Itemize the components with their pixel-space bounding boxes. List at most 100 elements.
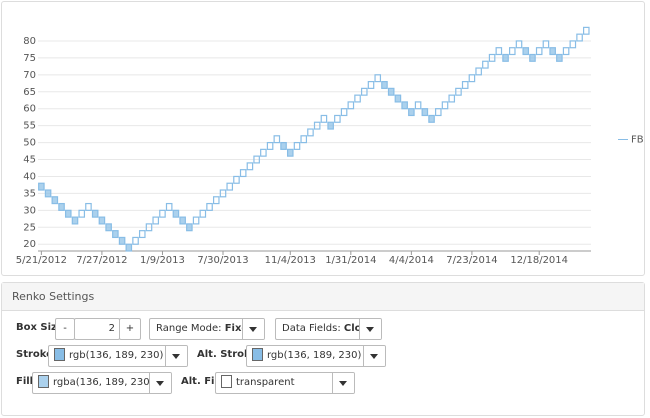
up-brick (165, 202, 173, 211)
up-brick (246, 162, 254, 171)
label: Range Mode: (156, 323, 222, 334)
y-tick-label: 60 (23, 104, 36, 115)
up-brick (515, 40, 523, 49)
down-brick (118, 236, 126, 245)
data-fields-dropdown[interactable]: Data Fields: Close (275, 318, 382, 340)
up-brick (340, 108, 348, 117)
alt-fill-dropdown[interactable]: transparent (215, 372, 355, 394)
stroke-dropdown[interactable]: rgb(136, 189, 230) (48, 345, 188, 367)
color-swatch (38, 374, 49, 388)
color-value: transparent (236, 377, 295, 388)
down-brick (327, 121, 334, 130)
down-brick (428, 114, 435, 123)
up-brick (488, 53, 496, 62)
color-swatch (252, 347, 263, 361)
down-brick (408, 108, 415, 117)
label: Alt. Stroke (197, 349, 258, 360)
up-brick (206, 202, 213, 211)
label: Box Size (16, 322, 64, 333)
settings-title: Renko Settings (2, 283, 644, 311)
y-tick-label: 35 (23, 188, 36, 199)
y-tick-label: 55 (23, 121, 36, 132)
plus-button[interactable]: + (119, 318, 141, 340)
dropdown-button[interactable] (363, 346, 385, 366)
up-brick (367, 80, 375, 89)
chart: 20 25 30 35 40 45 50 55 60 65 70 75 80 5/21/2012 7/27/… (16, 26, 644, 266)
label: Fill (16, 376, 34, 387)
label: Data Fields: (282, 323, 341, 334)
y-tick-label: 50 (23, 138, 36, 149)
dropdown-button[interactable] (332, 373, 354, 393)
down-brick (38, 182, 45, 191)
down-brick (421, 108, 429, 117)
label: Alt. Fill (181, 376, 222, 387)
up-brick (508, 47, 516, 56)
x-tick-label: 4/4/2014 (389, 255, 434, 266)
up-brick (475, 67, 482, 76)
up-brick (535, 47, 543, 56)
up-brick (320, 114, 328, 123)
y-tick-label: 65 (23, 87, 36, 98)
up-brick (219, 189, 227, 198)
up-brick (85, 202, 92, 211)
up-brick (145, 223, 153, 232)
color-value: rgb(136, 189, 230) (69, 350, 164, 361)
up-brick (226, 182, 234, 191)
up-brick (414, 101, 422, 110)
up-brick (152, 216, 160, 225)
up-brick (569, 40, 577, 49)
down-brick (172, 209, 180, 218)
down-brick (280, 141, 287, 150)
label: Stroke (16, 349, 53, 360)
up-brick (334, 114, 341, 123)
range-mode-dropdown[interactable]: Range Mode: Fixed (149, 318, 265, 340)
up-brick (212, 196, 220, 205)
up-brick (293, 141, 301, 150)
x-tick-label: 7/30/2013 (197, 255, 248, 266)
color-value: rgb(136, 189, 230) (267, 350, 362, 361)
fill-dropdown[interactable]: rgba(136, 189, 230, 0.7) (32, 372, 172, 394)
up-brick (482, 60, 489, 69)
up-brick (132, 236, 139, 245)
down-brick (401, 101, 408, 110)
up-brick (434, 108, 442, 117)
dropdown-button[interactable] (149, 373, 171, 393)
dropdown-button[interactable] (242, 319, 264, 339)
x-tick-label: 11/4/2013 (265, 255, 316, 266)
dropdown-button[interactable] (165, 346, 187, 366)
up-brick (273, 135, 281, 144)
dropdown-button[interactable] (359, 319, 381, 339)
y-tick-label: 75 (23, 53, 36, 64)
down-brick (286, 148, 294, 157)
down-brick (394, 94, 402, 103)
down-brick (522, 47, 530, 56)
up-brick (495, 47, 503, 56)
down-brick (529, 53, 536, 62)
box-size-input[interactable]: 2 (74, 318, 120, 340)
up-brick (313, 121, 321, 130)
down-brick (112, 230, 119, 239)
down-brick (105, 223, 112, 232)
up-brick (576, 33, 583, 42)
down-brick (64, 209, 72, 218)
down-brick (387, 87, 395, 96)
color-value: rgba(136, 189, 230, 0.7) (53, 377, 153, 388)
down-brick (381, 80, 388, 89)
up-brick (360, 87, 368, 96)
y-tick-label: 45 (23, 155, 36, 166)
minus-button[interactable]: - (55, 318, 75, 340)
y-tick-label: 30 (23, 205, 36, 216)
down-brick (71, 216, 79, 225)
down-brick (186, 223, 193, 232)
up-brick (562, 47, 570, 56)
down-brick (58, 202, 65, 211)
x-tick-label: 5/21/2012 (16, 255, 67, 266)
x-tick-label: 1/9/2013 (140, 255, 185, 266)
up-brick (347, 101, 355, 110)
up-brick (253, 155, 260, 164)
up-brick (441, 101, 449, 110)
up-brick (461, 80, 469, 89)
up-brick (159, 209, 166, 218)
x-tick-label: 7/27/2012 (76, 255, 127, 266)
alt-stroke-dropdown[interactable]: rgb(136, 189, 230) (246, 345, 386, 367)
